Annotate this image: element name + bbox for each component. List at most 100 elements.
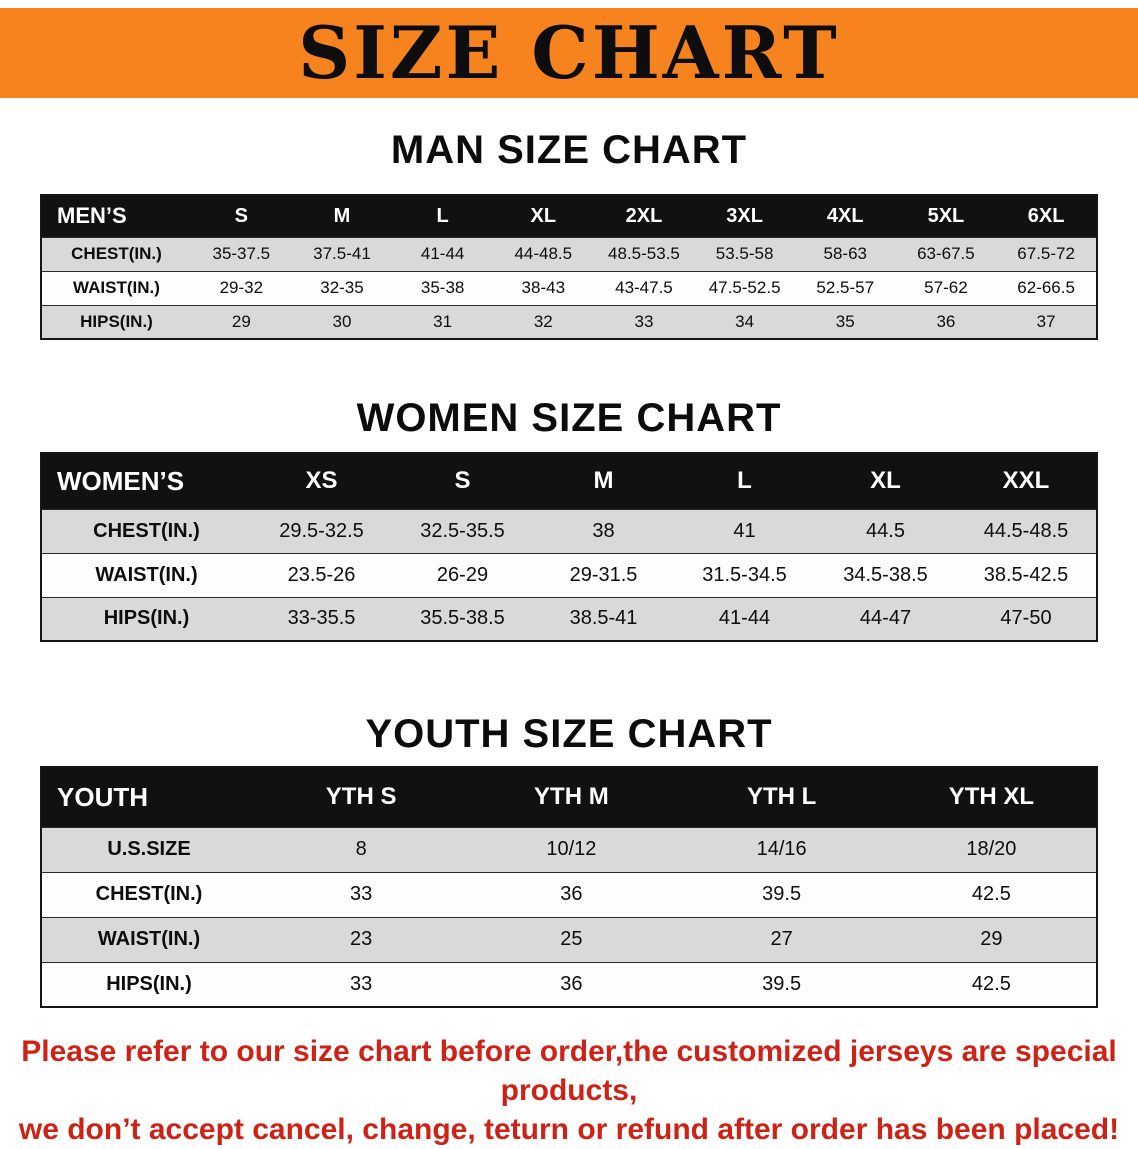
women-size-table: WOMEN’S XS S M L XL XXL CHEST(IN.) 29.5-32.5 32.5… bbox=[40, 452, 1098, 642]
size-column-header: S bbox=[191, 195, 292, 237]
measurement-row: CHEST(IN.) 29.5-32.5 32.5-35.5 38 41 44.5 44.5… bbox=[41, 509, 1097, 553]
size-column-header: 2XL bbox=[593, 195, 695, 237]
size-value-cell: 52.5-57 bbox=[816, 278, 875, 297]
measurement-row: HIPS(IN.) 33 36 39.5 42.5 bbox=[41, 962, 1097, 1007]
size-column-header: M bbox=[533, 453, 674, 509]
youth-section: YOUTH SIZE CHART YOUTH YTH S YTH M YTH L YTH… bbox=[0, 712, 1138, 1008]
measurement-label: HIPS(IN.) bbox=[106, 972, 192, 995]
measurement-row: WAIST(IN.) 23.5-26 26-29 29-31.5 31.5-34.5 34… bbox=[41, 553, 1097, 597]
size-value-cell: 33-35.5 bbox=[287, 607, 356, 630]
size-value-cell: 36 bbox=[936, 311, 956, 331]
size-value-cell: 26-29 bbox=[436, 563, 489, 586]
measurement-row: U.S.SIZE 8 10/12 14/16 18/20 bbox=[41, 827, 1097, 872]
size-value-cell: 35.5-38.5 bbox=[420, 607, 505, 630]
measurement-label: U.S.SIZE bbox=[107, 838, 191, 860]
size-value-cell: 36 bbox=[560, 972, 583, 995]
size-value-cell: 44.5-48.5 bbox=[983, 519, 1069, 542]
banner: SIZE CHART bbox=[0, 8, 1138, 98]
women-section-heading: WOMEN SIZE CHART bbox=[356, 396, 782, 440]
size-column-header: XL bbox=[815, 453, 956, 509]
size-value-cell: 29.5-32.5 bbox=[279, 519, 364, 542]
size-value-cell: 34.5-38.5 bbox=[843, 563, 928, 586]
size-value-cell: 32-35 bbox=[320, 278, 364, 297]
size-column-header: 6XL bbox=[996, 195, 1097, 237]
size-value-cell: 33 bbox=[350, 883, 373, 905]
size-value-cell: 32 bbox=[533, 311, 553, 331]
size-value-cell: 37.5-41 bbox=[313, 244, 371, 263]
size-value-cell: 47.5-52.5 bbox=[708, 278, 781, 297]
size-value-cell: 36 bbox=[560, 883, 583, 905]
size-value-cell: 8 bbox=[355, 838, 367, 860]
size-value-cell: 30 bbox=[332, 311, 352, 331]
youth-section-heading: YOUTH SIZE CHART bbox=[365, 712, 773, 756]
size-value-cell: 42.5 bbox=[971, 972, 1011, 995]
measurement-row: HIPS(IN.) 33-35.5 35.5-38.5 38.5-41 41-44 44-… bbox=[41, 597, 1097, 641]
table-title-cell: MEN’S bbox=[41, 195, 191, 237]
size-value-cell: 29-32 bbox=[219, 278, 264, 297]
size-column-header: 4XL bbox=[794, 195, 896, 237]
size-value-cell: 44.5 bbox=[866, 519, 905, 542]
size-value-cell: 29-31.5 bbox=[569, 563, 638, 586]
size-value-cell: 35 bbox=[835, 311, 855, 331]
size-value-cell: 58-63 bbox=[823, 244, 867, 263]
size-value-cell: 38.5-42.5 bbox=[983, 563, 1069, 586]
women-section: WOMEN SIZE CHART WOMEN’S XS S M L XL XXL CHEST(… bbox=[0, 396, 1138, 642]
size-value-cell: 44-47 bbox=[859, 607, 912, 630]
size-value-cell: 42.5 bbox=[971, 883, 1011, 905]
size-value-cell: 27 bbox=[770, 928, 793, 950]
size-value-cell: 18/20 bbox=[966, 838, 1017, 860]
size-value-cell: 39.5 bbox=[762, 972, 802, 995]
measurement-row: CHEST(IN.) 35-37.5 37.5-41 41-44 44-48.5 48.5… bbox=[41, 237, 1097, 271]
size-value-cell: 48.5-53.5 bbox=[608, 244, 680, 263]
size-value-cell: 62-66.5 bbox=[1017, 278, 1075, 297]
size-column-header: 5XL bbox=[895, 195, 997, 237]
size-value-cell: 38-43 bbox=[521, 278, 566, 297]
size-value-cell: 38.5-41 bbox=[569, 607, 638, 630]
size-value-cell: 32.5-35.5 bbox=[420, 519, 505, 542]
size-column-header: YTH S bbox=[256, 767, 467, 827]
size-column-header: L bbox=[674, 453, 815, 509]
size-column-header: YTH L bbox=[676, 767, 887, 827]
size-value-cell: 47-50 bbox=[1000, 607, 1052, 630]
size-column-header: 3XL bbox=[694, 195, 795, 237]
men-section: MAN SIZE CHART MEN’S S M L XL 2XL 3XL 4XL 5XL 6XL… bbox=[0, 128, 1138, 340]
size-column-header: XL bbox=[492, 195, 594, 237]
disclaimer: Please refer to our size chart before or… bbox=[0, 1032, 1138, 1149]
measurement-row: WAIST(IN.) 23 25 27 29 bbox=[41, 917, 1097, 962]
size-value-cell: 25 bbox=[560, 928, 583, 950]
size-column-header: XXL bbox=[956, 453, 1097, 509]
size-table-header-row: MEN’S S M L XL 2XL 3XL 4XL 5XL 6XL bbox=[41, 195, 1097, 237]
size-column-header: YTH XL bbox=[886, 767, 1097, 827]
size-column-header: L bbox=[392, 195, 493, 237]
size-value-cell: 33 bbox=[634, 311, 654, 331]
size-value-cell: 34 bbox=[735, 311, 755, 331]
size-value-cell: 39.5 bbox=[762, 883, 802, 905]
measurement-label: CHEST(IN.) bbox=[95, 883, 203, 905]
size-value-cell: 37 bbox=[1036, 311, 1056, 331]
size-value-cell: 31.5-34.5 bbox=[702, 563, 787, 586]
size-value-cell: 23.5-26 bbox=[287, 563, 356, 586]
men-section-heading: MAN SIZE CHART bbox=[390, 128, 748, 172]
size-value-cell: 67.5-72 bbox=[1017, 244, 1075, 263]
banner-title: SIZE CHART bbox=[298, 10, 840, 95]
size-column-header: M bbox=[291, 195, 393, 237]
size-value-cell: 57-62 bbox=[924, 278, 968, 297]
size-value-cell: 38 bbox=[592, 519, 615, 542]
size-value-cell: 29 bbox=[980, 928, 1003, 950]
size-value-cell: 41 bbox=[733, 519, 756, 542]
disclaimer-line: we don’t accept cancel, change, teturn o… bbox=[18, 1113, 1120, 1146]
measurement-row: CHEST(IN.) 33 36 39.5 42.5 bbox=[41, 872, 1097, 917]
size-value-cell: 53.5-58 bbox=[715, 244, 774, 263]
size-value-cell: 23 bbox=[350, 928, 373, 950]
size-table-header-row: WOMEN’S XS S M L XL XXL bbox=[41, 453, 1097, 509]
measurement-label: WAIST(IN.) bbox=[97, 928, 201, 950]
size-value-cell: 44-48.5 bbox=[514, 244, 573, 263]
size-value-cell: 33 bbox=[350, 972, 373, 995]
table-title-cell: YOUTH bbox=[41, 767, 256, 827]
size-value-cell: 31 bbox=[433, 311, 453, 331]
measurement-label: WAIST(IN.) bbox=[95, 563, 198, 586]
youth-size-table: YOUTH YTH S YTH M YTH L YTH XL U.S.SIZE 8 10/12… bbox=[40, 766, 1098, 1008]
size-value-cell: 29 bbox=[231, 311, 251, 331]
size-value-cell: 41-44 bbox=[420, 244, 465, 263]
size-value-cell: 35-38 bbox=[420, 278, 465, 297]
